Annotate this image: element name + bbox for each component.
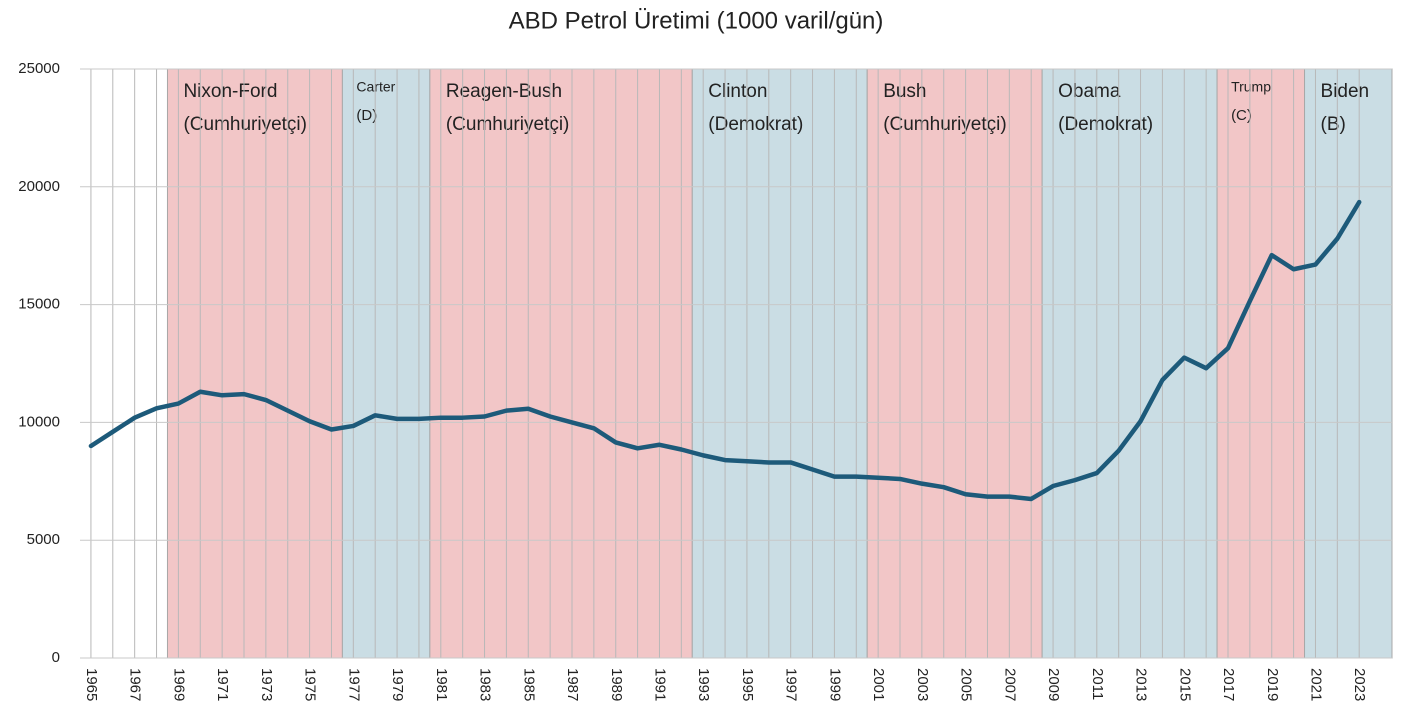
x-tick-label: 1989 [608,668,625,701]
x-tick-label: 1975 [302,668,319,701]
period-band [1216,68,1306,659]
x-tick-label: 1973 [258,668,275,701]
x-tick-label: 2011 [1089,668,1106,700]
x-tick-label: 1981 [433,668,450,701]
y-tick-label: 15000 [18,296,60,313]
line-series [88,199,1362,502]
x-tick-label: 2013 [1133,668,1150,701]
period-band [341,68,431,659]
x-tick-label: 1985 [520,668,537,701]
y-tick-label: 0 [52,649,60,666]
x-tick-label: 1993 [695,668,712,701]
x-tick-label: 1969 [170,668,187,701]
period-band [691,68,868,659]
x-tick-label: 2005 [958,668,975,701]
period-band [429,68,693,659]
period-label: Nixon-Ford [183,81,277,102]
period-label: Trump [1231,79,1271,95]
x-tick-label: 1965 [83,668,100,701]
x-tick-label: 1997 [783,668,800,701]
period-label: Reagen-Bush [446,81,562,102]
period-label: Obama [1058,81,1121,102]
x-tick-label: 2001 [870,668,887,701]
x-tick-label: 2007 [1001,668,1018,701]
period-label: Carter [356,79,395,95]
x-tick-label: 2003 [914,668,931,701]
x-tick-label: 2009 [1045,668,1062,701]
x-tick-label: 1967 [127,668,144,701]
period-band [866,68,1043,659]
x-tick-label: 1987 [564,668,581,701]
x-tick-label: 1991 [651,668,668,701]
period-band [1041,68,1218,659]
x-tick-label: 1995 [739,668,756,701]
x-tick-label: 2021 [1307,668,1324,701]
x-tick-label: 1971 [214,668,231,701]
x-tick-label: 2017 [1220,668,1237,701]
y-tick-label: 5000 [27,531,60,548]
y-tick-label: 20000 [18,178,60,195]
x-tick-label: 2023 [1351,668,1368,701]
period-sublabel: (Demokrat) [1058,114,1153,135]
period-sublabel: (Cumhuriyetçi) [883,114,1007,135]
period-band [166,68,343,659]
x-tick-label: 1977 [345,668,362,701]
x-tick-label: 1979 [389,668,406,701]
y-tick-label: 10000 [18,413,60,430]
x-tick-label: 2019 [1264,668,1281,701]
x-tick-label: 1999 [826,668,843,701]
period-band [1304,68,1393,659]
y-tick-label: 25000 [18,60,60,77]
period-sublabel: (B) [1321,114,1346,135]
x-tick-label: 1983 [477,668,494,701]
period-sublabel: (Cumhuriyetçi) [183,114,307,135]
period-label: Biden [1321,81,1370,102]
period-sublabel: (Demokrat) [708,114,803,135]
period-sublabel: (C) [1231,107,1252,124]
period-label: Bush [883,81,926,102]
period-label: Clinton [708,81,767,102]
chart-title: ABD Petrol Üretimi (1000 varil/gün) [509,7,884,34]
period-sublabel: (Cumhuriyetçi) [446,114,570,135]
period-sublabel: (D) [356,107,377,124]
x-tick-label: 2015 [1176,668,1193,701]
